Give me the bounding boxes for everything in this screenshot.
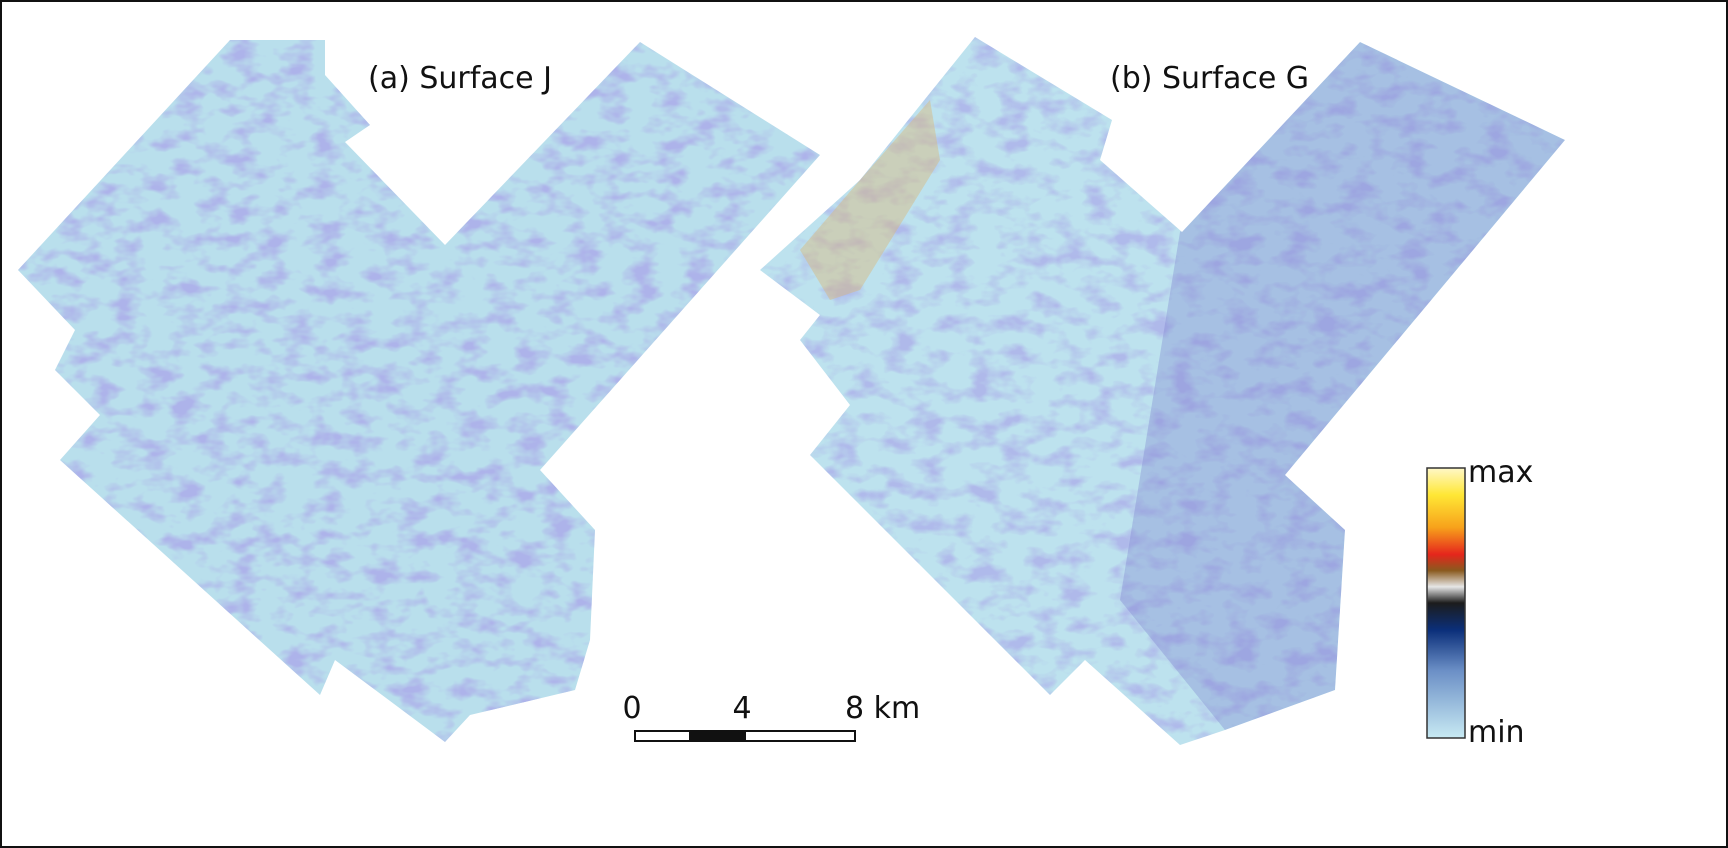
scale-label: 0 (622, 691, 641, 726)
colorbar-max: max (1468, 455, 1533, 490)
colorbar-min: min (1468, 715, 1525, 750)
colorbar: max min (1426, 455, 1533, 750)
scale-bar: 0 4 8 km (622, 691, 920, 742)
scale-label: 8 km (845, 691, 920, 726)
colorbar-ramp (1426, 467, 1466, 739)
panel-label: (b) Surface G (1110, 61, 1309, 96)
scale-label: 4 (732, 691, 751, 726)
panel-label: (a) Surface J (368, 61, 552, 96)
scale-segment (634, 730, 691, 742)
scale-segment (744, 730, 856, 742)
scale-segment (689, 730, 746, 742)
